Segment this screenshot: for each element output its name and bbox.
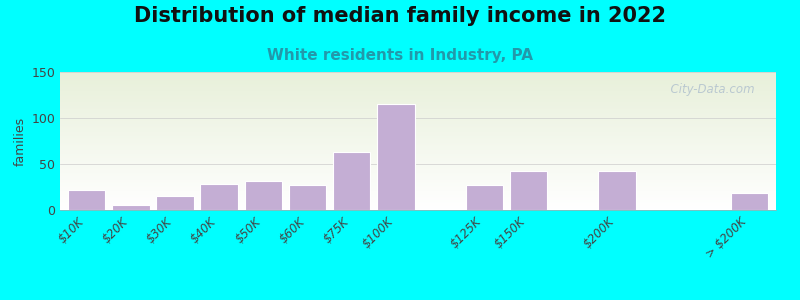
Y-axis label: families: families <box>14 116 27 166</box>
Bar <box>245 181 282 210</box>
Bar <box>377 104 414 210</box>
Bar <box>598 171 636 210</box>
Bar <box>68 190 106 210</box>
Bar <box>510 171 547 210</box>
Text: White residents in Industry, PA: White residents in Industry, PA <box>267 48 533 63</box>
Bar <box>112 206 150 210</box>
Bar <box>466 185 503 210</box>
Bar <box>730 194 768 210</box>
Bar <box>200 184 238 210</box>
Bar <box>333 152 370 210</box>
Text: City-Data.com: City-Data.com <box>663 83 754 96</box>
Text: Distribution of median family income in 2022: Distribution of median family income in … <box>134 6 666 26</box>
Bar <box>289 185 326 210</box>
Bar <box>156 196 194 210</box>
